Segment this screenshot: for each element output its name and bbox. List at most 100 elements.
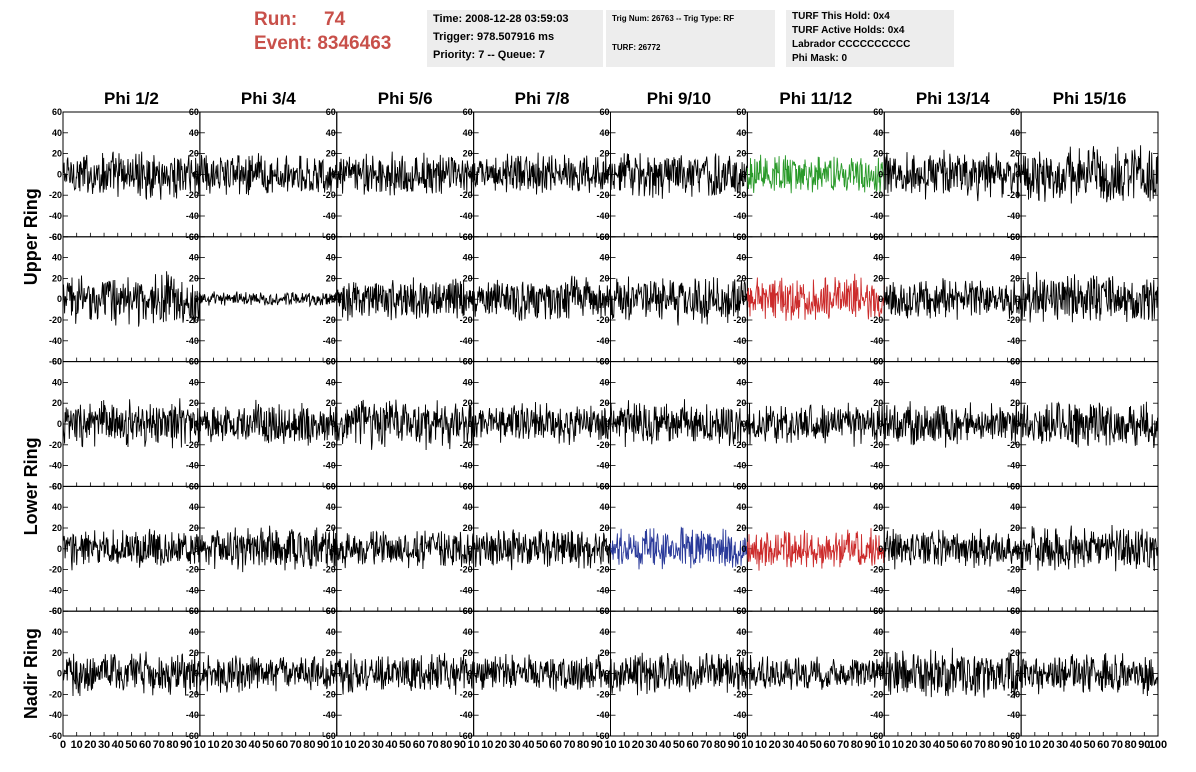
x-tick-label: 100 [1149, 739, 1167, 751]
y-tick-label: 0 [741, 544, 746, 554]
y-tick-label: 60 [463, 606, 473, 616]
waveform-trace [199, 291, 338, 308]
waveform-trace [610, 276, 748, 326]
y-tick-label: -20 [596, 315, 609, 325]
x-tick-label: 90 [1001, 739, 1013, 751]
y-tick-label: -20 [49, 190, 62, 200]
x-tick-label: 60 [276, 739, 288, 751]
y-tick-label: 0 [878, 294, 883, 304]
waveform-trace [610, 526, 748, 570]
y-tick-label: 60 [189, 232, 199, 242]
y-tick-label: -60 [596, 731, 609, 741]
x-tick-label: 10 [71, 739, 83, 751]
y-tick-label: -40 [596, 585, 609, 595]
run-line: Run: 74 [254, 8, 422, 32]
x-tick-label: 10 [1029, 739, 1041, 751]
y-tick-label: 40 [463, 377, 473, 387]
x-tick-label: 40 [385, 739, 397, 751]
y-tick-label: -60 [49, 731, 62, 741]
x-tick-label: 40 [1070, 739, 1082, 751]
y-tick-label: 0 [194, 294, 199, 304]
x-tick-label: 20 [221, 739, 233, 751]
waveform-trace [199, 525, 338, 573]
y-tick-label: 0 [741, 419, 746, 429]
x-tick-label: 60 [550, 739, 562, 751]
x-tick-label: 10 [741, 739, 753, 751]
y-tick-label: 40 [189, 627, 199, 637]
y-tick-label: 20 [189, 273, 199, 283]
y-tick-label: -40 [1007, 461, 1020, 471]
y-tick-label: -40 [186, 461, 199, 471]
y-tick-label: 40 [1010, 128, 1020, 138]
x-tick-label: 10 [1015, 739, 1027, 751]
column-title-3: Phi 5/6 [378, 89, 433, 108]
y-tick-label: 40 [1010, 627, 1020, 637]
waveform-trace [610, 153, 748, 199]
x-tick-label: 50 [262, 739, 274, 751]
y-tick-label: -20 [1007, 565, 1020, 575]
y-tick-label: -40 [596, 461, 609, 471]
waveform-trace [883, 149, 1022, 202]
y-tick-label: -40 [870, 211, 883, 221]
y-tick-label: -60 [49, 357, 62, 367]
y-tick-label: 60 [463, 357, 473, 367]
y-tick-label: 20 [463, 523, 473, 533]
y-tick-label: -40 [460, 710, 473, 720]
y-tick-label: 20 [873, 149, 883, 159]
y-tick-label: 0 [194, 169, 199, 179]
waveform-trace [1020, 652, 1159, 697]
y-tick-label: 0 [194, 419, 199, 429]
y-tick-label: -20 [186, 440, 199, 450]
x-tick-label: 10 [604, 739, 616, 751]
waveform-trace [62, 151, 201, 200]
y-tick-label: 40 [873, 377, 883, 387]
y-tick-label: -20 [733, 689, 746, 699]
panel-r5-c1: -60 -40 -20 0 20 40 60 [49, 606, 201, 741]
x-tick-label: 10 [618, 739, 630, 751]
y-tick-label: 0 [604, 544, 609, 554]
y-tick-label: -20 [596, 190, 609, 200]
x-tick-label: 30 [782, 739, 794, 751]
waveform-trace [746, 528, 885, 571]
trigger-text: Trigger: 978.507916 ms [433, 31, 555, 43]
x-tick-label: 40 [112, 739, 124, 751]
waveform-trace [883, 278, 1022, 320]
y-tick-label: 20 [189, 398, 199, 408]
y-tick-label: 40 [463, 128, 473, 138]
panel-r3-c1: -60 -40 -20 0 20 40 60 [49, 357, 201, 491]
y-tick-label: 0 [331, 294, 336, 304]
panel-r5-c2: -60 -40 -20 0 20 40 60 [186, 606, 338, 741]
x-tick-label: 10 [194, 739, 206, 751]
y-tick-label: 60 [873, 481, 883, 491]
y-tick-label: 60 [1010, 481, 1020, 491]
x-tick-label: 60 [139, 739, 151, 751]
y-tick-label: -40 [49, 461, 62, 471]
y-tick-label: 60 [326, 232, 336, 242]
y-tick-label: 20 [1010, 398, 1020, 408]
x-tick-label: 90 [180, 739, 192, 751]
x-tick-label: 80 [577, 739, 589, 751]
waveform-trace [199, 655, 338, 693]
y-tick-label: 40 [736, 253, 746, 263]
y-tick-label: -60 [49, 481, 62, 491]
y-tick-label: 40 [189, 502, 199, 512]
y-tick-label: -60 [49, 606, 62, 616]
y-tick-label: -40 [870, 710, 883, 720]
y-tick-label: 20 [189, 648, 199, 658]
column-title-8: Phi 15/16 [1053, 89, 1127, 108]
y-tick-label: 40 [873, 502, 883, 512]
y-tick-label: 40 [1010, 253, 1020, 263]
y-tick-label: 0 [604, 419, 609, 429]
